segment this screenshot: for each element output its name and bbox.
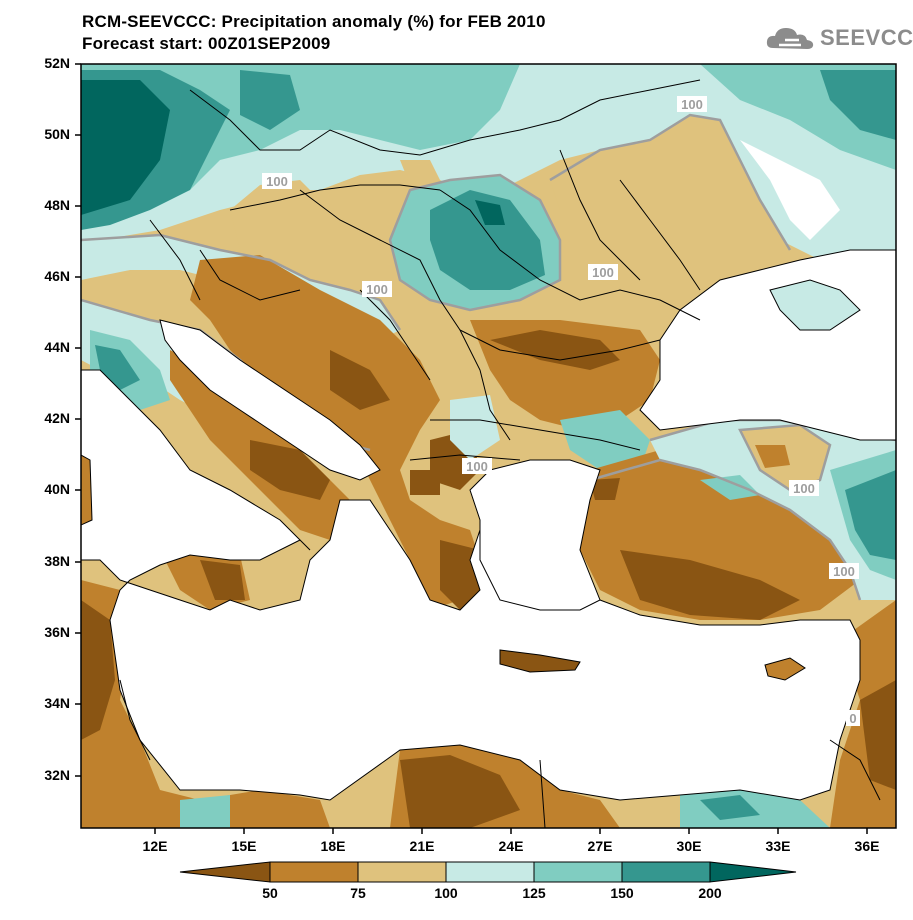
contour-label: 100 bbox=[681, 97, 703, 112]
lat-label-42n: 42N bbox=[44, 410, 70, 426]
lon-label-30e: 30E bbox=[676, 838, 702, 854]
contour-label: 100 bbox=[466, 459, 488, 474]
lat-label-46n: 46N bbox=[44, 268, 70, 284]
lat-label-34n: 34N bbox=[44, 695, 70, 711]
colorbar-swatch-lt50 bbox=[179, 861, 271, 883]
logo-text: SEEVCCC bbox=[820, 25, 913, 50]
contour-label: 0 bbox=[849, 711, 856, 726]
lat-label-36n: 36N bbox=[44, 624, 70, 640]
colorbar-swatch-125-150 bbox=[533, 861, 623, 883]
lat-label-38n: 38N bbox=[44, 553, 70, 569]
forecast-start: Forecast start: 00Z01SEP2009 bbox=[82, 34, 331, 53]
seevccc-logo: SEEVCCC bbox=[765, 24, 913, 52]
map-title: RCM-SEEVCCC: Precipitation anomaly (%) f… bbox=[82, 12, 546, 31]
lon-label-36e: 36E bbox=[854, 838, 880, 854]
colorbar-label-50: 50 bbox=[262, 885, 278, 901]
cloud-icon bbox=[766, 28, 814, 49]
colorbar-swatch-gt200 bbox=[709, 861, 797, 883]
lon-label-18e: 18E bbox=[320, 838, 346, 854]
lat-label-50n: 50N bbox=[44, 126, 70, 142]
lon-label-33e: 33E bbox=[765, 838, 791, 854]
colorbar-label-75: 75 bbox=[350, 885, 366, 901]
colorbar-swatch-50-75 bbox=[269, 861, 359, 883]
lon-label-12e: 12E bbox=[142, 838, 168, 854]
colorbar-label-100: 100 bbox=[434, 885, 458, 901]
contour-label: 100 bbox=[366, 282, 388, 297]
colorbar bbox=[179, 861, 797, 883]
colorbar-label-150: 150 bbox=[610, 885, 634, 901]
colorbar-label-200: 200 bbox=[698, 885, 722, 901]
colorbar-label-125: 125 bbox=[522, 885, 546, 901]
lon-label-21e: 21E bbox=[409, 838, 435, 854]
colorbar-swatch-75-100 bbox=[357, 861, 447, 883]
lat-label-48n: 48N bbox=[44, 197, 70, 213]
contour-labels: 100 100 100 100 100 100 100 0 bbox=[262, 96, 860, 726]
lat-label-32n: 32N bbox=[44, 767, 70, 783]
plot-frame bbox=[80, 63, 897, 829]
colorbar-swatch-100-125 bbox=[445, 861, 535, 883]
lat-label-40n: 40N bbox=[44, 481, 70, 497]
anomaly-field: 100 100 100 100 100 100 100 0 bbox=[81, 64, 896, 828]
lat-label-52n: 52N bbox=[44, 55, 70, 71]
contour-label: 100 bbox=[266, 174, 288, 189]
lon-label-24e: 24E bbox=[498, 838, 524, 854]
lat-label-44n: 44N bbox=[44, 339, 70, 355]
contour-label: 100 bbox=[592, 265, 614, 280]
contour-label: 100 bbox=[833, 564, 855, 579]
colorbar-swatch-150-200 bbox=[621, 861, 711, 883]
lon-label-27e: 27E bbox=[587, 838, 613, 854]
lon-label-15e: 15E bbox=[231, 838, 257, 854]
contour-label: 100 bbox=[793, 481, 815, 496]
axis-ticks bbox=[75, 63, 868, 834]
country-borders bbox=[119, 79, 881, 828]
